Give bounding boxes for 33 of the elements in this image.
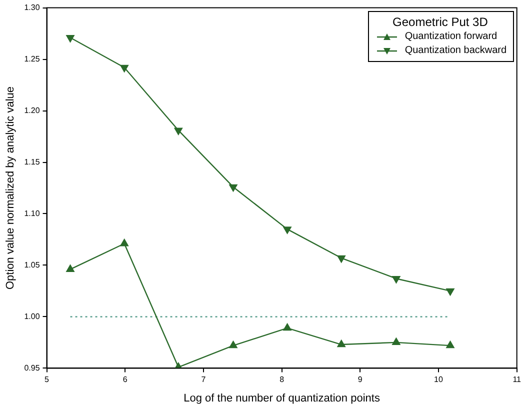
x-tick-label: 11	[512, 375, 522, 384]
x-tick-label: 10	[434, 375, 444, 384]
point	[229, 340, 238, 348]
legend-label: Quantization backward	[404, 44, 507, 58]
point	[392, 338, 400, 346]
x-axis-title: Log of the number of quantization points	[184, 392, 380, 404]
point	[446, 340, 454, 348]
legend-title: Geometric Put 3D	[392, 14, 489, 30]
x-tick-label: 8	[280, 375, 285, 384]
point	[229, 184, 238, 192]
point	[337, 255, 346, 263]
y-tick-label: 1.00	[24, 312, 40, 321]
point	[66, 264, 74, 272]
x-tick-label: 7	[201, 375, 206, 384]
y-tick-label: 1.15	[24, 157, 40, 166]
x-tick-label: 5	[44, 375, 50, 384]
point	[120, 64, 128, 72]
y-tick-label: 1.05	[24, 260, 40, 270]
legend-label: Quantization forward	[404, 30, 498, 44]
y-tick-label: 1.10	[24, 208, 40, 218]
y-axis-title: Option value normalized by analytic value	[4, 86, 17, 290]
x-tick-label: 6	[122, 375, 128, 384]
point	[174, 128, 182, 135]
y-tick-label: 1.25	[24, 54, 40, 64]
point	[337, 340, 346, 348]
point	[283, 226, 292, 234]
point	[283, 323, 292, 331]
y-tick-label: 1.30	[24, 3, 40, 12]
point	[120, 239, 128, 246]
y-tick-label: 1.20	[24, 106, 40, 115]
point	[66, 35, 74, 42]
x-tick-label: 9	[358, 375, 363, 384]
y-tick-label: 0.95	[24, 363, 40, 372]
